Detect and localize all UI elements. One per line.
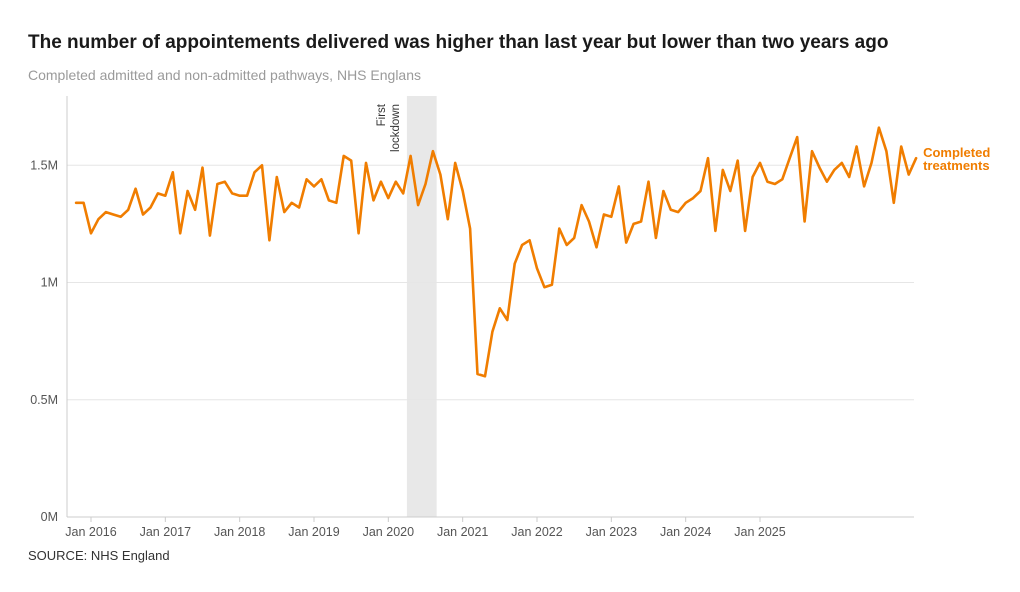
gridlines <box>67 164 914 401</box>
y-axis: 0M 0.5M 1M 1.5M <box>30 96 68 524</box>
chart-subtitle: Completed admitted and non-admitted path… <box>28 67 421 83</box>
x-tick-label: Jan 2021 <box>437 525 488 539</box>
x-tick-label: Jan 2017 <box>140 525 191 539</box>
series-group <box>74 126 918 378</box>
x-tick-label: Jan 2018 <box>214 525 265 539</box>
x-tick-label: Jan 2023 <box>586 525 637 539</box>
x-tick-label: Jan 2020 <box>363 525 414 539</box>
chart-title: The number of appointements delivered wa… <box>28 32 889 53</box>
y-tick-label: 1.5M <box>30 158 58 172</box>
y-tick-label: 1M <box>41 276 58 290</box>
y-tick-label: 0.5M <box>30 393 58 407</box>
series-label: Completed <box>923 145 990 160</box>
x-tick-label: Jan 2022 <box>511 525 562 539</box>
x-tick-label: Jan 2016 <box>65 525 116 539</box>
series-label: treatments <box>923 158 989 173</box>
series-line-completed-treatments <box>74 126 918 378</box>
lockdown-annotation: First lockdown <box>376 103 402 152</box>
x-axis: Jan 2016 Jan 2017 Jan 2018 Jan 2019 Jan 2020… <box>65 516 914 539</box>
x-tick-label: Jan 2025 <box>734 525 785 539</box>
x-tick-label: Jan 2019 <box>288 525 339 539</box>
lockdown-annotation-line: First <box>376 103 388 126</box>
y-tick-label: 0M <box>41 510 58 524</box>
lockdown-annotation-line: lockdown <box>390 104 402 152</box>
source-note: SOURCE: NHS England <box>28 548 170 563</box>
x-tick-label: Jan 2024 <box>660 525 711 539</box>
